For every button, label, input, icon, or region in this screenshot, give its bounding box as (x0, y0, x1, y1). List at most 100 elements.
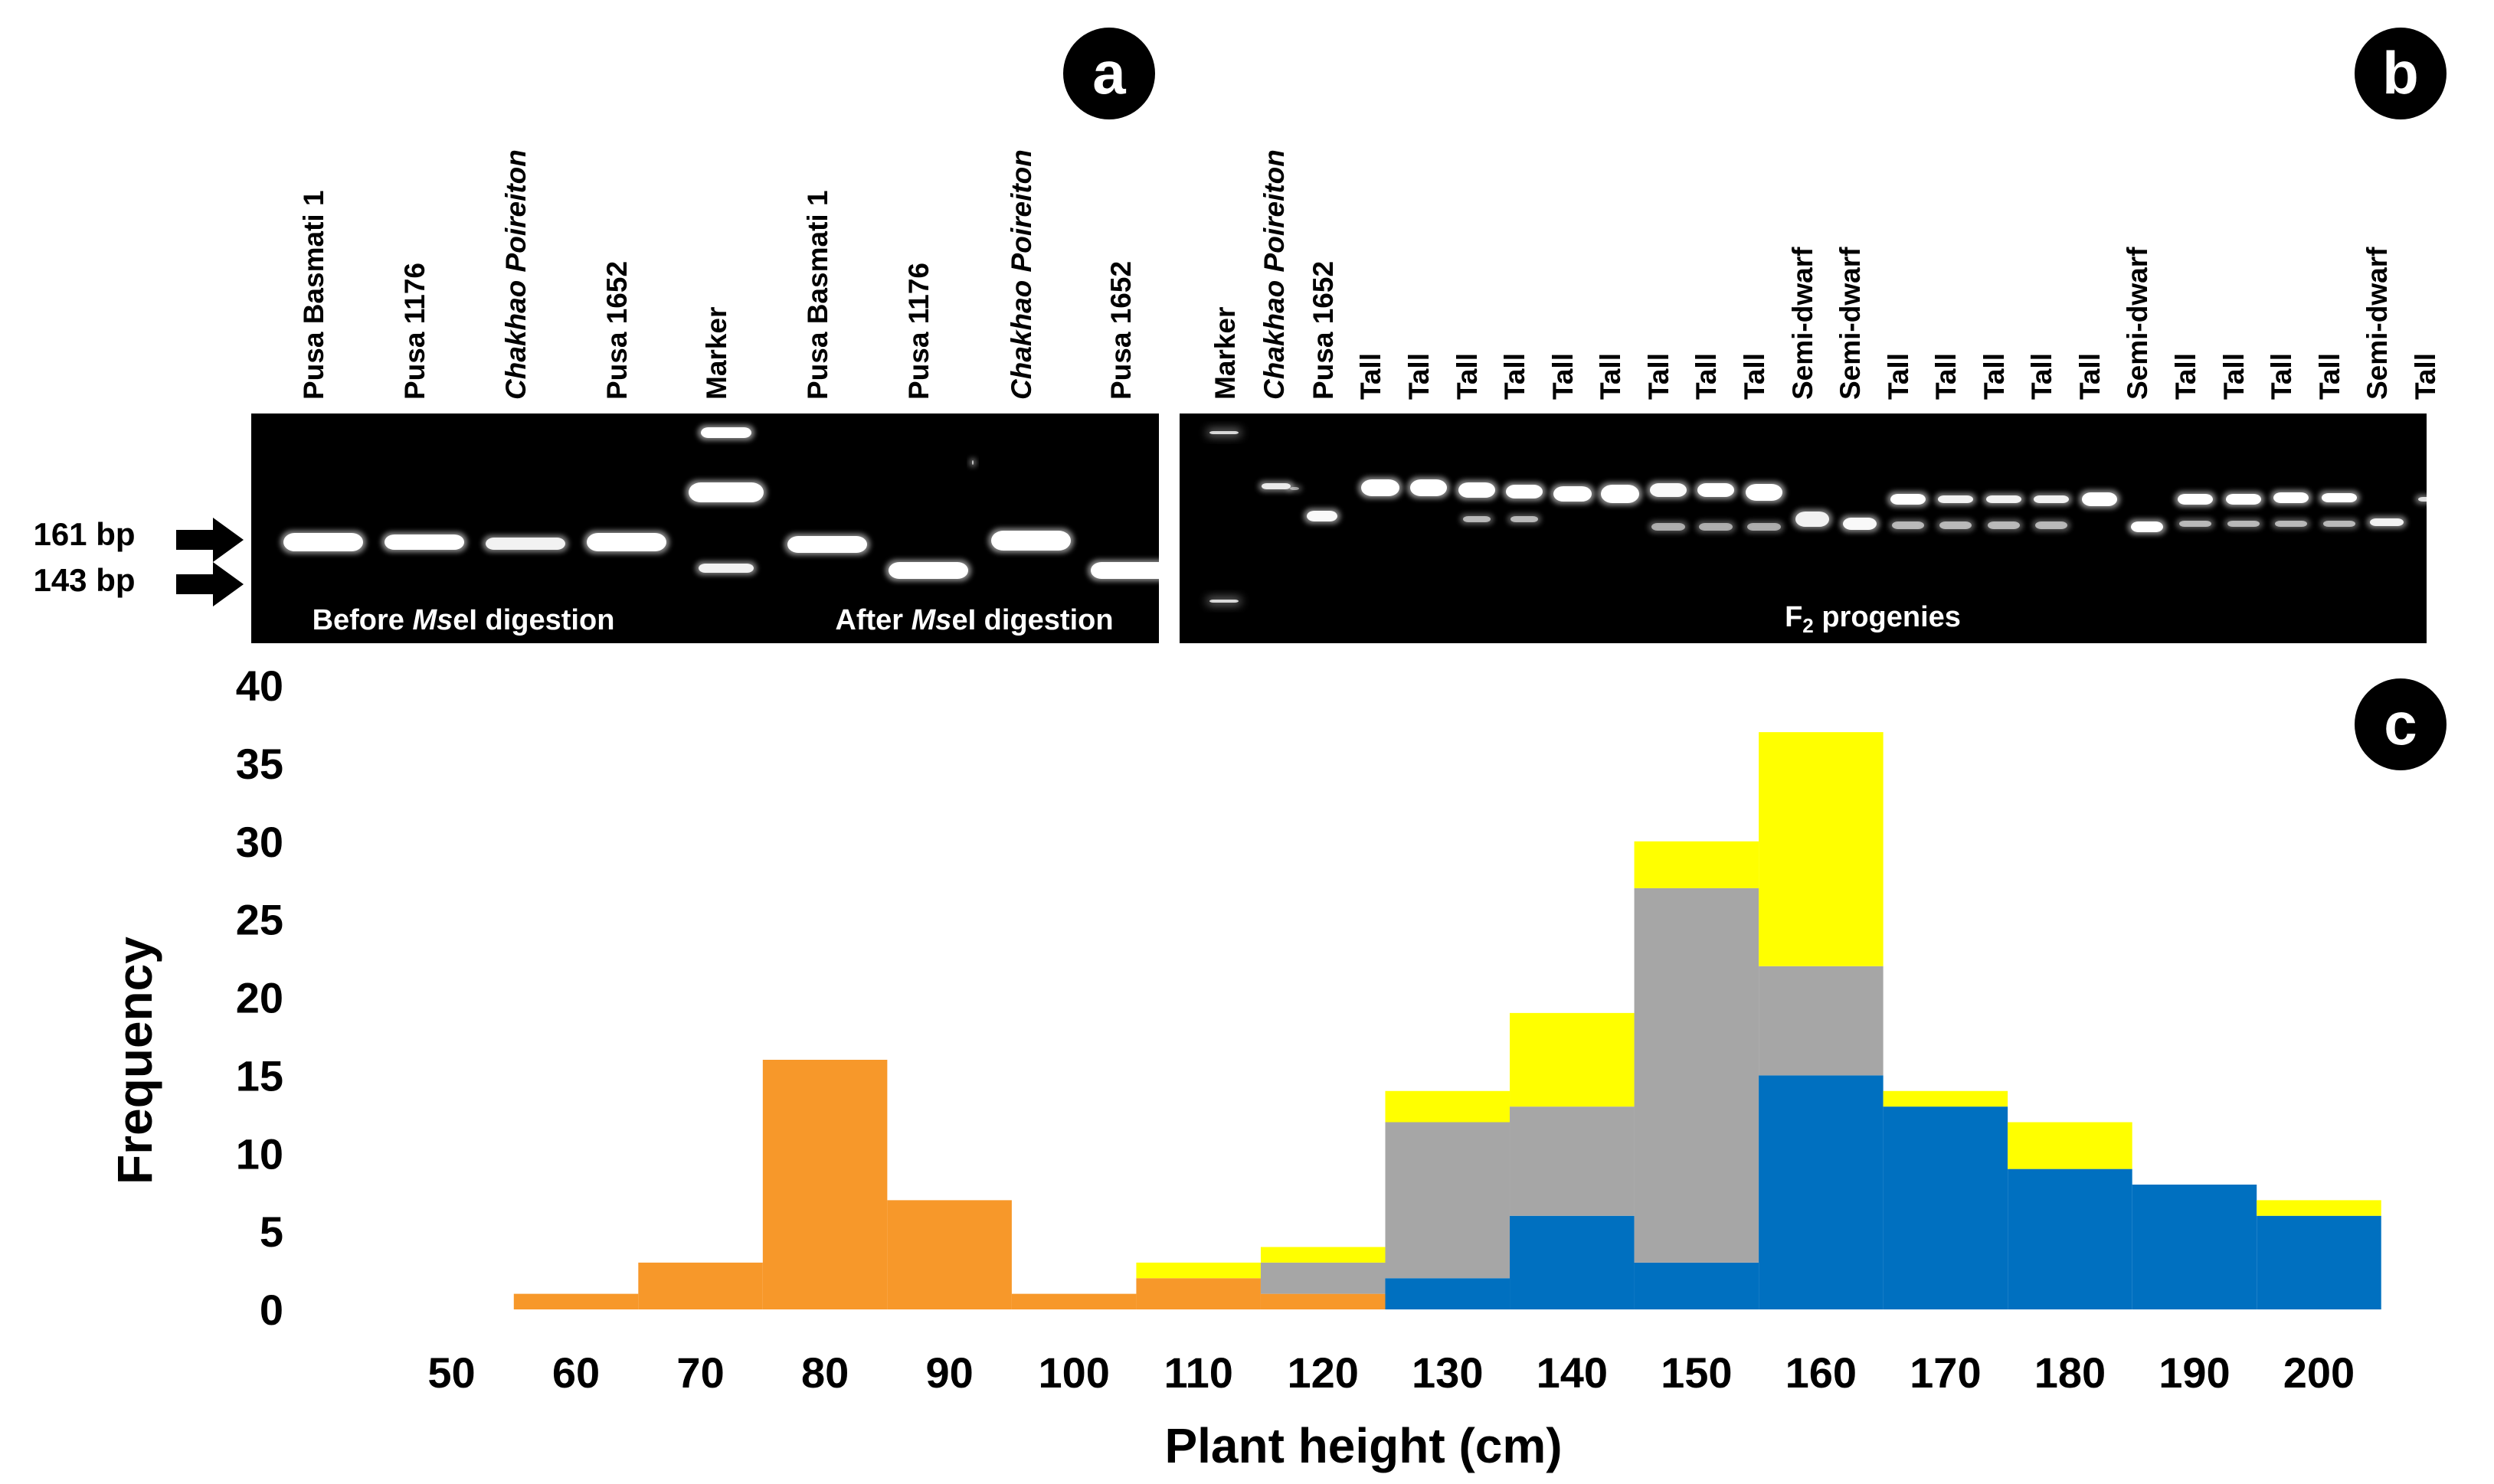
panel-b-lane-label-25: Semi-dwarf (2361, 247, 2393, 400)
x-tick-label-190: 190 (2159, 1348, 2230, 1397)
x-tick-label-50: 50 (427, 1348, 475, 1397)
gel-b-band-39 (2320, 518, 2358, 529)
gel-b-band-19 (1744, 521, 1784, 533)
bar-gray-150 (1634, 887, 1759, 1263)
gel-a-band-7 (696, 561, 757, 575)
gel-b-band-11 (1507, 514, 1541, 525)
gel-b-band-28 (2031, 493, 2072, 505)
y-tick-label-0: 0 (260, 1286, 283, 1334)
panel-c-badge (2355, 678, 2447, 770)
gel-b-band-34 (2223, 492, 2264, 507)
gel-a-band-1 (280, 531, 366, 554)
bar-yellow-150 (1634, 841, 1759, 888)
bar-orange-80 (762, 1060, 888, 1309)
gel-b-band-24 (1935, 493, 1976, 505)
panel-b-lane-label-6: Tall (1452, 353, 1483, 400)
bar-blue-190 (2132, 1185, 2257, 1309)
y-tick-label-15: 15 (236, 1051, 283, 1100)
panel-a-lane-label-3: Chakhao Poireiton (500, 149, 532, 400)
gel-a-band-3 (483, 535, 568, 552)
gel-b-band-27 (1985, 519, 2023, 531)
gel-b-band-7 (1407, 477, 1450, 498)
bar-blue-180 (2008, 1169, 2132, 1309)
x-tick-label-200: 200 (2283, 1348, 2355, 1397)
panel-b-lane-label-18: Tall (2026, 353, 2057, 400)
x-tick-label-170: 170 (1910, 1348, 1981, 1397)
panel-b-lane-label-9: Tall (1595, 353, 1626, 400)
caption-f2-progenies: F2 progenies (1785, 601, 1961, 637)
panel-b-lane-label-23: Tall (2266, 353, 2297, 400)
panel-b-lane-label-15: Tall (1883, 353, 1914, 400)
gel-b-band-32 (2175, 492, 2216, 507)
gel-b-band-33 (2176, 518, 2214, 529)
panel-a-lane-label-7: Pusa 1176 (903, 263, 934, 400)
gel-b-band-8 (1455, 480, 1498, 500)
panel-b-lane-label-13: Semi-dwarf (1787, 247, 1818, 400)
gel-b-band-30 (2079, 490, 2120, 508)
panel-b-lane-labels: Marker Chakhao Poireiton Pusa 1652 Tall Tall… (1209, 149, 2441, 400)
x-axis-ticks: 50 60 70 80 90 100 110 120 130 140 150 160 170 180 190… (427, 1348, 2355, 1397)
gel-b-band-41 (2415, 495, 2455, 504)
bar-yellow-160 (1759, 732, 1884, 966)
label-161bp: 161 bp (33, 516, 135, 552)
panel-b-lane-label-17: Tall (1979, 353, 2010, 400)
gel-b-band-17 (1696, 521, 1736, 533)
panel-b-lane-label-26: Tall (2410, 353, 2441, 400)
gel-b-band-10 (1503, 482, 1546, 501)
gel-b-band-35 (2224, 518, 2263, 529)
bar-orange-100 (1011, 1293, 1137, 1309)
bar-orange-90 (887, 1200, 1012, 1309)
bar-yellow-120 (1260, 1247, 1386, 1263)
y-tick-label-10: 10 (236, 1129, 283, 1178)
gel-b-band-40 (2367, 516, 2407, 528)
bar-yellow-130 (1385, 1090, 1510, 1123)
bar-blue-160 (1759, 1075, 1884, 1309)
bar-yellow-200 (2257, 1200, 2381, 1216)
bar-orange-110 (1136, 1278, 1261, 1309)
bar-blue-140 (1510, 1215, 1635, 1309)
x-tick-label-60: 60 (552, 1348, 600, 1397)
bar-yellow-170 (1883, 1090, 2008, 1107)
gel-b-band-5 (1287, 485, 1302, 492)
gel-a-band-8 (784, 534, 870, 555)
bar-orange-60 (513, 1293, 639, 1309)
gel-b-band-31 (2128, 519, 2166, 534)
gel-b-band-36 (2270, 490, 2312, 505)
gel-b-band-21 (1840, 515, 1880, 532)
bar-blue-170 (1883, 1106, 2008, 1309)
x-tick-label-80: 80 (801, 1348, 849, 1397)
gel-b-band-25 (1936, 519, 1975, 531)
x-tick-label-130: 130 (1412, 1348, 1483, 1397)
panel-b-lane-label-14: Semi-dwarf (1834, 247, 1866, 400)
gel-b-band-22 (1887, 492, 1929, 507)
gel-a-band-12 (969, 458, 977, 467)
gel-b-band-13 (1598, 482, 1642, 505)
gel-b-band-3 (1258, 481, 1294, 492)
gel-a-band-2 (381, 532, 467, 552)
gel-b-band-15 (1648, 521, 1688, 533)
bar-blue-200 (2257, 1215, 2381, 1309)
caption-before-digestion: Before MseI digestion (313, 604, 615, 636)
panel-a-lane-label-5: Marker (701, 307, 732, 400)
gel-b-band-18 (1743, 482, 1785, 503)
gel-a-band-10 (988, 528, 1074, 553)
panel-c-histogram: c 0 5 10 15 20 25 30 35 40 50 60 70 80 90 100 110 120 13… (107, 662, 2447, 1473)
gel-b-band-2 (1206, 597, 1242, 605)
gel-a-band-11 (1088, 560, 1173, 581)
arrow-143bp-icon (176, 562, 244, 606)
gel-b-band-26 (1983, 493, 2024, 505)
bar-gray-140 (1510, 1106, 1635, 1216)
y-tick-label-35: 35 (236, 740, 283, 788)
gel-b-band-38 (2319, 491, 2360, 505)
gel-b-band-23 (1889, 519, 1927, 531)
histogram-bars (513, 732, 2381, 1309)
panel-a-lane-label-9: Pusa 1652 (1105, 261, 1137, 400)
bar-gray-160 (1759, 966, 1884, 1076)
x-tick-label-150: 150 (1661, 1348, 1732, 1397)
y-tick-label-30: 30 (236, 818, 283, 866)
gel-b-band-16 (1694, 481, 1737, 499)
bar-blue-150 (1634, 1262, 1759, 1309)
panel-b-lane-label-10: Tall (1643, 353, 1674, 400)
x-axis-label: Plant height (cm) (1164, 1418, 1562, 1473)
panel-a-lane-label-4: Pusa 1652 (601, 261, 633, 400)
